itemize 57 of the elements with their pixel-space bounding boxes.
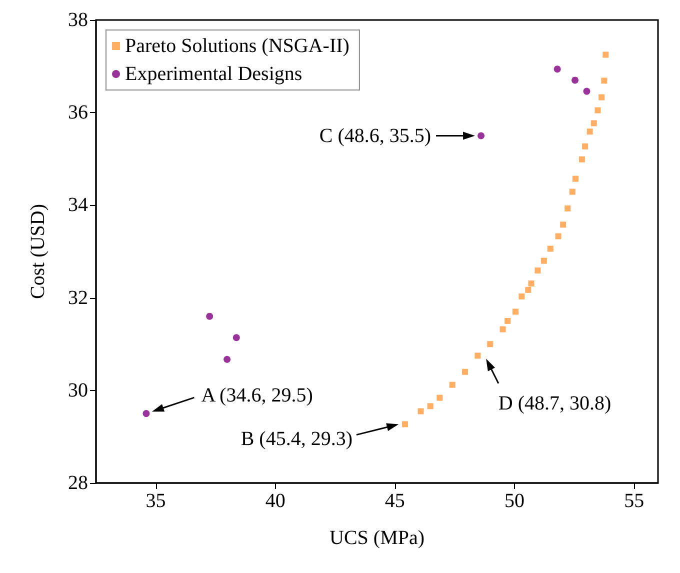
point <box>478 132 485 140</box>
x-tick-label: 50 <box>504 490 525 512</box>
x-tick-label: 55 <box>624 490 644 512</box>
point <box>224 356 231 363</box>
point <box>583 88 590 95</box>
point <box>582 143 588 150</box>
point <box>474 352 481 359</box>
point <box>547 246 554 252</box>
annotation: B (45.4, 29.3) <box>240 428 352 450</box>
annotation: A (34.6, 29.5) <box>201 384 313 407</box>
point <box>500 326 506 332</box>
y-tick-label: 30 <box>68 379 88 402</box>
point <box>427 403 434 410</box>
y-tick-label: 28 <box>68 472 88 494</box>
x-axis-title: UCS (MPa) <box>329 527 425 549</box>
point <box>402 421 408 428</box>
annotation: D (48.7, 30.8) <box>498 392 612 414</box>
point <box>142 410 150 418</box>
point <box>540 258 547 264</box>
x-tick-label: 40 <box>265 490 286 512</box>
point <box>555 233 562 240</box>
x-tick-label: 45 <box>384 490 405 512</box>
point <box>528 280 534 286</box>
point <box>232 334 240 342</box>
point <box>564 205 571 212</box>
point <box>602 52 609 58</box>
point <box>525 286 532 293</box>
x-tick-label: 35 <box>146 490 166 512</box>
point <box>436 394 443 401</box>
legend-label: Experimental Designs <box>125 63 302 85</box>
point <box>594 107 601 114</box>
point <box>462 368 468 375</box>
point <box>578 156 585 162</box>
y-tick-label: 38 <box>68 9 88 31</box>
point <box>449 382 456 388</box>
point <box>534 267 541 274</box>
point <box>569 188 576 195</box>
point <box>504 318 511 324</box>
y-tick-label: 34 <box>68 194 88 216</box>
point <box>586 128 593 135</box>
point <box>598 94 605 100</box>
y-tick-label: 36 <box>68 102 88 124</box>
point <box>518 293 525 300</box>
point <box>206 312 214 320</box>
point <box>560 222 566 228</box>
annotation: C (48.6, 35.5) <box>319 124 432 147</box>
point <box>418 408 424 414</box>
point <box>572 76 579 84</box>
y-axis-title: Cost (USD) <box>27 204 49 300</box>
point <box>487 341 494 348</box>
y-tick-label: 32 <box>68 286 88 309</box>
point <box>512 308 518 315</box>
legend-label: Pareto Solutions (NSGA-II) <box>125 35 350 57</box>
point <box>572 176 578 182</box>
point <box>590 120 597 126</box>
point <box>601 78 608 84</box>
point <box>554 66 561 73</box>
